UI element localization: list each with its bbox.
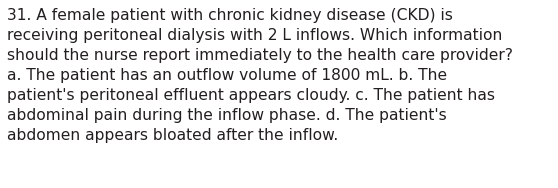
Text: 31. A female patient with chronic kidney disease (CKD) is
receiving peritoneal d: 31. A female patient with chronic kidney… (7, 8, 513, 143)
